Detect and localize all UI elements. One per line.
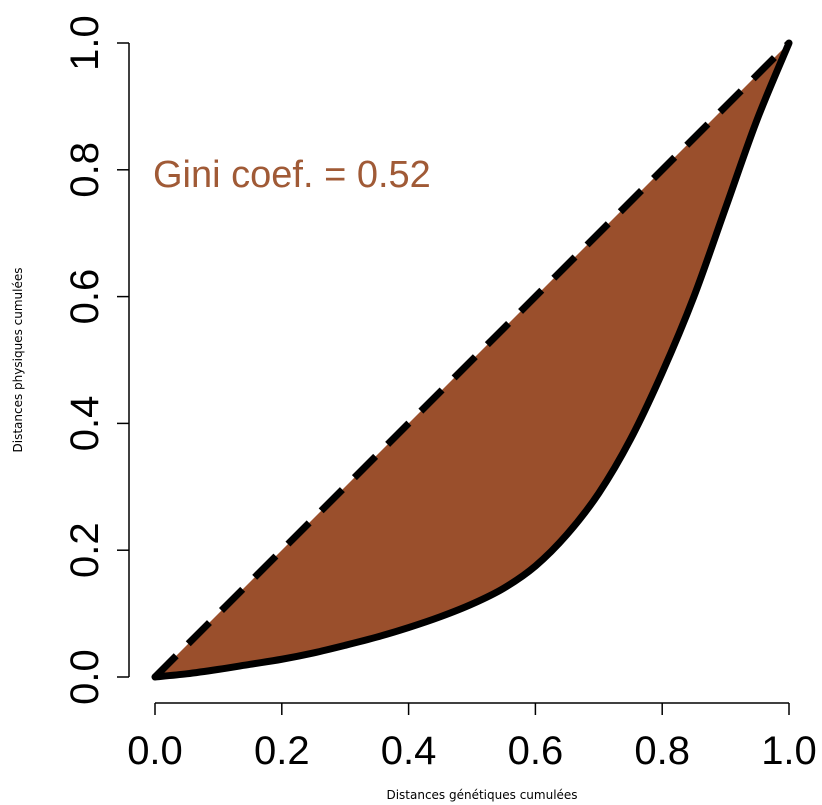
lorenz-curve xyxy=(151,39,793,681)
y-tick-label: 0.4 xyxy=(63,396,107,452)
y-tick-label: 0.2 xyxy=(63,522,107,578)
x-tick-label: 0.2 xyxy=(254,729,310,773)
y-axis: 0.0 0.2 0.4 0.6 0.8 1.0 xyxy=(63,15,130,705)
x-tick-label: 0.4 xyxy=(381,729,437,773)
x-tick-label: 0.0 xyxy=(127,729,183,773)
y-axis-title: Distances physiques cumulées xyxy=(11,268,25,453)
y-tick-label: 0.0 xyxy=(63,649,107,705)
x-tick-label: 0.6 xyxy=(508,729,564,773)
x-axis: 0.0 0.2 0.4 0.6 0.8 1.0 xyxy=(127,702,817,773)
x-tick-label: 0.8 xyxy=(634,729,690,773)
equality-line xyxy=(152,40,792,680)
y-tick-label: 0.6 xyxy=(63,269,107,325)
x-axis-title: Distances génétiques cumulées xyxy=(386,788,577,802)
y-tick-label: 1.0 xyxy=(63,15,107,71)
x-tick-label: 1.0 xyxy=(761,729,817,773)
gini-annotation: Gini coef. = 0.52 xyxy=(153,154,431,196)
y-tick-label: 0.8 xyxy=(63,142,107,198)
